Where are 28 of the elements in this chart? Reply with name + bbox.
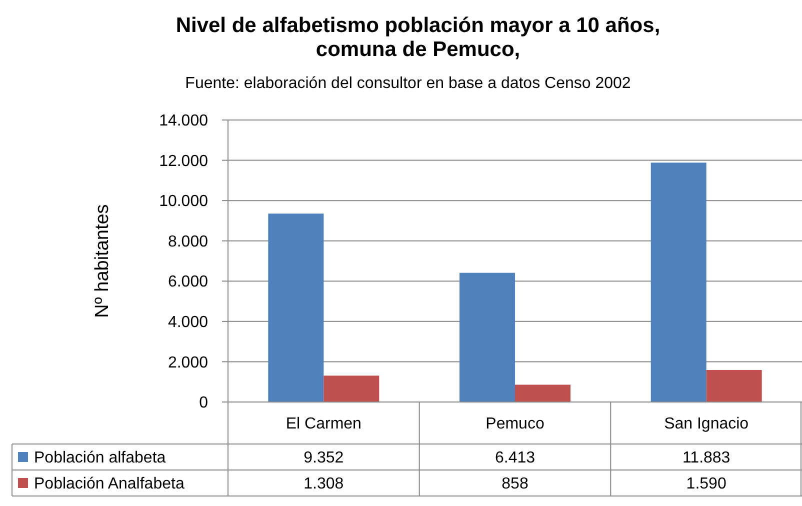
y-tick-label: 14.000	[159, 112, 208, 130]
y-axis-title: Nº habitantes	[92, 204, 113, 318]
bar	[268, 214, 324, 402]
data-label: 6.413	[494, 450, 536, 467]
chart-subtitle: Fuente: elaboración del consultor en base a datos Censo 2002	[185, 75, 631, 92]
y-tick-label: 2.000	[168, 354, 208, 372]
y-tick-label: 4.000	[168, 314, 208, 332]
bar	[706, 370, 762, 402]
x-tick-label: El Carmen	[286, 416, 362, 433]
data-label: 1.308	[304, 476, 344, 493]
x-tick-label: Pemuco	[486, 416, 544, 433]
x-tick-label: San Ignacio	[664, 416, 749, 433]
data-label: 9.352	[304, 450, 344, 467]
legend-label: Población alfabeta	[34, 450, 166, 467]
legend-label: Población Analfabeta	[34, 476, 184, 493]
data-label: 858	[502, 476, 528, 493]
bar	[324, 376, 380, 402]
y-tick-label: 12.000	[159, 152, 208, 170]
chart-title: Nivel de alfabetismo población mayor a 10 años, comuna de Pemuco,	[176, 14, 660, 61]
y-tick-label: 6.000	[168, 274, 208, 291]
y-tick-label: 0	[199, 394, 208, 412]
data-label: 1.590	[686, 476, 726, 493]
bar	[460, 272, 515, 402]
data-label: 11.883	[682, 450, 730, 467]
bar	[650, 162, 706, 402]
y-tick-label: 8.000	[168, 233, 208, 250]
y-tick-label: 10.000	[159, 193, 208, 210]
bar	[515, 384, 570, 402]
